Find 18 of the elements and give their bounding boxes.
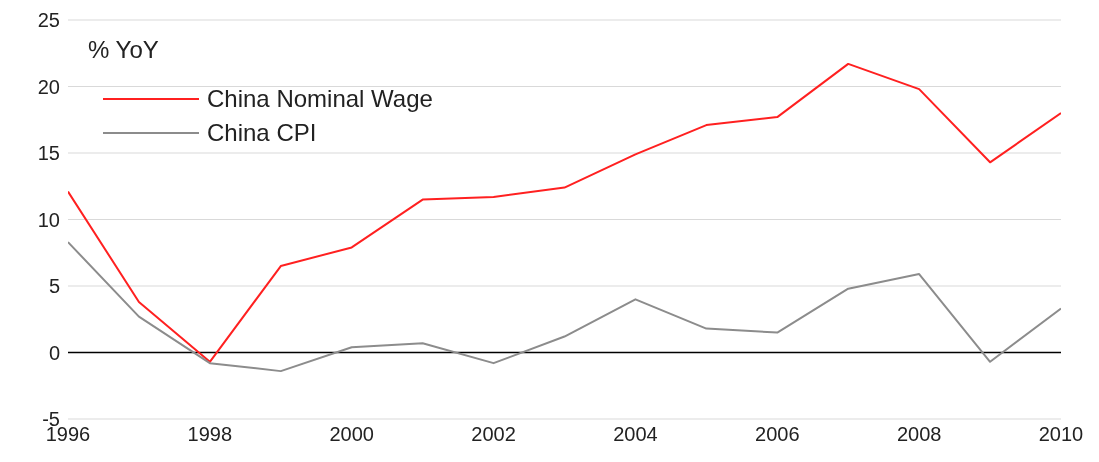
y-tick-label: 0 [48,341,60,364]
y-tick-label: 5 [48,275,60,298]
line-series [68,62,1061,363]
x-tick-label: 2004 [613,423,658,446]
x-tick-label: 2002 [471,423,516,446]
x-tick-label: 2010 [1038,423,1084,446]
y-tick-label: 20 [37,75,60,98]
x-tick-label: 2008 [896,423,942,446]
y-tick-label: 15 [37,142,60,165]
annotation: % YoY [88,36,159,64]
x-tick-label: 1998 [187,423,233,446]
x-tick-label: 2000 [329,423,374,446]
legend-label: China Nominal Wage [207,85,433,113]
y-tick-label: 10 [37,208,60,231]
y-tick-label: 25 [37,9,60,32]
line-series [68,241,1061,373]
legend-label: China CPI [207,119,317,147]
x-tick-label: 2006 [755,423,800,446]
